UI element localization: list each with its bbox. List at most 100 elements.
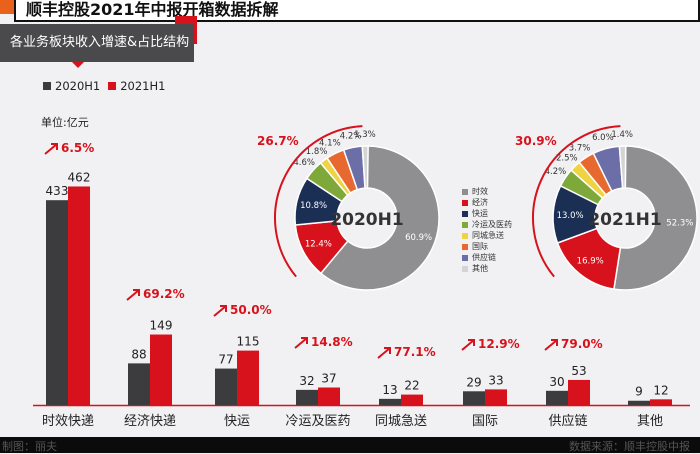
bar-2020H1-7 xyxy=(628,400,650,405)
bar-value-label: 12 xyxy=(653,383,668,397)
bar-2020H1-6 xyxy=(546,390,568,405)
legend-label: 经济 xyxy=(472,198,488,207)
bar-value-label: 88 xyxy=(131,347,146,361)
pie-value-label: 4.6% xyxy=(293,158,315,168)
pie-value-label: 1.3% xyxy=(354,130,376,140)
category-label: 冷运及医药 xyxy=(285,414,350,429)
legend-swatch xyxy=(462,188,468,195)
pie-legend-item: 同城急送 xyxy=(462,230,512,241)
category-label: 同城急送 xyxy=(375,414,427,429)
legend-swatch xyxy=(462,210,468,217)
legend-swatch xyxy=(462,265,468,272)
bar-value-label: 433 xyxy=(46,184,69,198)
bar-value-label: 149 xyxy=(150,319,173,333)
bar-2021H1-4 xyxy=(401,394,423,405)
corner-decoration xyxy=(0,0,14,14)
pie-value-label: 12.4% xyxy=(305,240,332,250)
legend-label-2021: 2021H1 xyxy=(120,79,166,93)
legend-swatch xyxy=(462,199,468,206)
category-label: 供应链 xyxy=(548,413,587,429)
bar-value-label: 32 xyxy=(299,374,314,388)
growth-label: 69.2% xyxy=(143,287,185,301)
growth-arrow-icon xyxy=(126,289,140,301)
legend-label: 其他 xyxy=(472,264,488,273)
pie-legend-item: 经济 xyxy=(462,197,512,208)
legend-swatch xyxy=(462,221,468,228)
growth-label: 6.5% xyxy=(61,141,94,155)
pie-legend-item: 国际 xyxy=(462,241,512,252)
section-label: 各业务板块收入增速&占比结构 xyxy=(0,24,194,62)
legend-label: 快运 xyxy=(472,209,488,218)
bar-value-label: 9 xyxy=(635,385,643,399)
bar-2021H1-6 xyxy=(568,379,590,405)
footer: 制图：丽夫 数据来源：顺丰控股中报 xyxy=(0,437,700,453)
growth-label: 77.1% xyxy=(394,345,436,359)
bar-2020H1-3 xyxy=(296,389,318,405)
pie-legend-item: 其他 xyxy=(462,263,512,274)
legend-swatch xyxy=(462,243,468,250)
legend-label: 冷运及医药 xyxy=(472,220,512,229)
bar-2021H1-3 xyxy=(318,387,340,405)
bar-2021H1-1 xyxy=(150,334,172,405)
growth-arrow-icon xyxy=(544,339,558,351)
pie-slice-2021H1-7 xyxy=(618,145,627,189)
pie-annotation: 26.7% xyxy=(257,134,299,148)
pie-value-label: 1.4% xyxy=(611,130,633,140)
bar-value-label: 37 xyxy=(321,371,336,385)
legend-swatch-2021 xyxy=(108,82,117,90)
bar-2020H1-5 xyxy=(463,391,485,405)
growth-label: 50.0% xyxy=(230,303,272,317)
legend-label-2020: 2020H1 xyxy=(55,79,101,93)
category-label: 经济快递 xyxy=(124,414,176,429)
pie-legend-item: 快运 xyxy=(462,208,512,219)
bar-2021H1-7 xyxy=(650,399,672,405)
growth-arrow-icon xyxy=(294,337,308,349)
pie-legend-item: 时效 xyxy=(462,186,512,197)
growth-arrow-icon xyxy=(461,339,475,351)
legend-swatch xyxy=(462,232,468,239)
footer-source: 数据来源：顺丰控股中报 xyxy=(569,440,690,453)
pie-value-label: 1.8% xyxy=(306,147,328,157)
growth-label: 12.9% xyxy=(478,337,520,351)
annotation-arc xyxy=(274,125,363,278)
category-label: 国际 xyxy=(472,414,498,429)
bar-value-label: 13 xyxy=(382,383,397,397)
growth-label: 79.0% xyxy=(561,337,603,351)
bar-2021H1-0 xyxy=(68,186,90,405)
pie-value-label: 4.1% xyxy=(319,139,341,149)
pie-value-label: 4.2% xyxy=(545,167,567,177)
category-label: 快运 xyxy=(224,414,250,429)
bar-2020H1-4 xyxy=(379,398,401,405)
pie-center-title: 2021H1 xyxy=(588,210,661,230)
bar-legend: 2020H1 2021H1 xyxy=(43,79,165,93)
legend-swatch-2020 xyxy=(43,82,51,90)
pie-value-label: 60.9% xyxy=(405,233,432,243)
annotation-arc xyxy=(532,125,621,278)
page-title-text: 顺丰控股2021年中报开箱数据拆解 xyxy=(26,0,279,19)
growth-arrow-icon xyxy=(377,347,391,359)
category-label: 其他 xyxy=(637,414,663,429)
pie-value-label: 52.3% xyxy=(666,219,693,229)
legend-label: 国际 xyxy=(472,242,488,251)
legend-label: 时效 xyxy=(472,187,488,196)
pie-legend-item: 冷运及医药 xyxy=(462,219,512,230)
pie-slice-2020H1-0 xyxy=(319,145,440,291)
pie-value-label: 6.0% xyxy=(592,133,614,143)
legend-swatch xyxy=(462,254,468,261)
pie-value-label: 13.0% xyxy=(557,211,584,221)
pie-annotation: 30.9% xyxy=(515,134,557,148)
pie-slice-2020H1-7 xyxy=(361,145,369,189)
page-title: 顺丰控股2021年中报开箱数据拆解 xyxy=(14,0,700,22)
bar-2021H1-2 xyxy=(237,350,259,405)
bar-value-label: 29 xyxy=(466,375,481,389)
pie-legend: 时效经济快运冷运及医药 同城急送 国际 供应链 其他 xyxy=(462,186,512,274)
bar-value-label: 30 xyxy=(549,375,564,389)
pie-legend-item: 供应链 xyxy=(462,252,512,263)
unit-label: 单位:亿元 xyxy=(41,116,89,129)
bar-2020H1-0 xyxy=(46,200,68,405)
section-label-pointer xyxy=(72,62,84,68)
bar-2020H1-1 xyxy=(128,363,150,405)
category-label: 时效快递 xyxy=(42,414,94,429)
bar-value-label: 33 xyxy=(488,373,503,387)
